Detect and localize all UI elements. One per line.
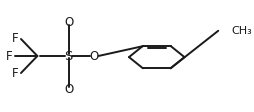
Text: S: S xyxy=(65,50,73,62)
Text: O: O xyxy=(89,50,99,62)
Text: O: O xyxy=(64,16,73,29)
Text: F: F xyxy=(12,32,19,45)
Text: CH₃: CH₃ xyxy=(231,26,252,36)
Text: F: F xyxy=(6,50,13,62)
Text: O: O xyxy=(64,83,73,96)
Text: F: F xyxy=(12,67,19,80)
